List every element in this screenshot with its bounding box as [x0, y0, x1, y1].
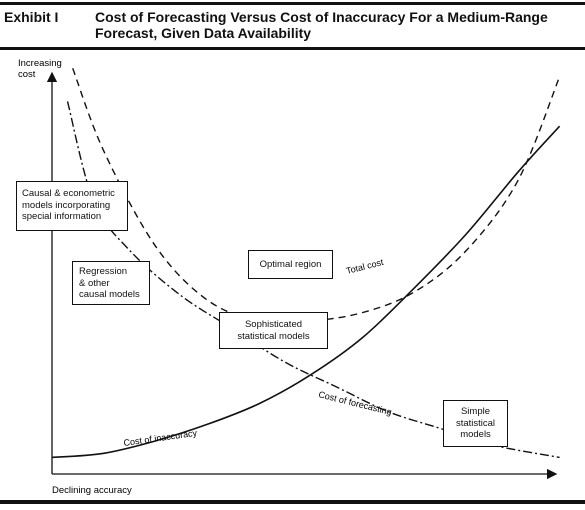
y-axis-label-line2: cost — [18, 69, 36, 80]
annotation-line: & other — [79, 277, 110, 289]
annotation-simple-models: Simple statistical models — [443, 400, 508, 447]
total-cost-label: Total cost — [345, 257, 385, 276]
exhibit-label: Exhibit I — [4, 9, 59, 25]
chart-title: Cost of Forecasting Versus Cost of Inacc… — [95, 9, 548, 41]
annotation-line: Causal & econometric — [22, 188, 115, 199]
bottom-rule — [0, 500, 585, 504]
annotation-optimal-region: Optimal region — [248, 250, 333, 279]
annotation-line: Regression — [79, 266, 128, 277]
title-rule — [0, 47, 585, 50]
cost-of-forecasting-label: Cost of forecasting — [318, 389, 393, 417]
annotation-line: special information — [22, 211, 102, 222]
cost-of-inaccuracy-label: Cost of inaccuracy — [123, 428, 198, 448]
annotation-sophisticated-models: Sophisticated statistical models — [219, 312, 328, 349]
annotation-regression-models: Regression & other causal models — [72, 261, 150, 305]
annotation-line: statistical models — [237, 330, 310, 342]
annotation-causal-models: Causal & econometric models incorporatin… — [16, 181, 128, 231]
y-axis-label-line1: Increasing — [18, 58, 62, 69]
annotation-line: models incorporating — [22, 199, 111, 211]
annotation-line: Simple — [460, 406, 491, 417]
series-line-total-cost — [72, 68, 561, 324]
top-rule — [0, 2, 585, 5]
annotation-line: Sophisticated — [244, 319, 303, 330]
annotation-line: Optimal region — [259, 259, 322, 270]
annotation-line: causal models — [79, 289, 140, 300]
annotation-line: models — [460, 429, 491, 440]
series-line-cost-of-inaccuracy — [51, 125, 561, 459]
x-axis-label: Declining accuracy — [52, 485, 132, 496]
annotation-line: statistical — [455, 417, 496, 429]
